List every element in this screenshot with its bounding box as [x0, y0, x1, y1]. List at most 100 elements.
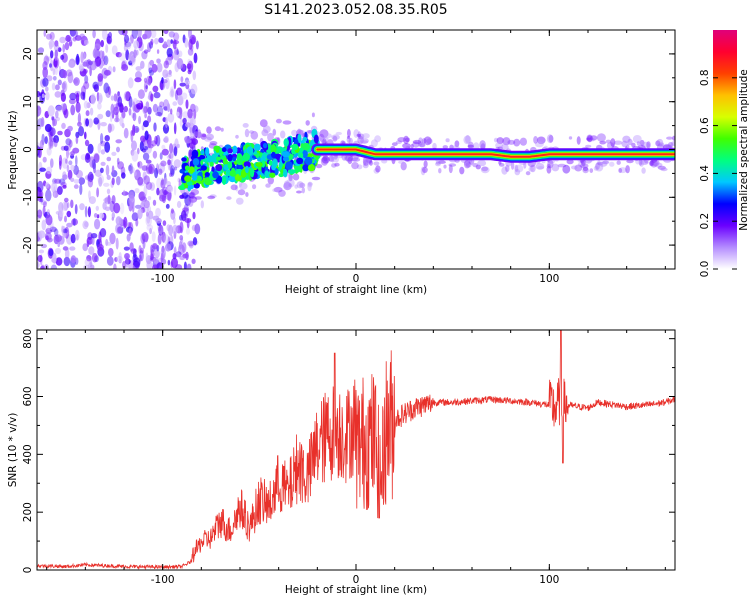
noise-blob	[83, 39, 89, 45]
noise-blob	[181, 92, 188, 100]
halo-blob	[571, 165, 578, 170]
noise-blob	[169, 234, 174, 246]
ridge-blob	[281, 151, 290, 158]
halo-blob	[296, 181, 304, 189]
snr-y-label: SNR (10 * v/v)	[7, 413, 19, 488]
noise-blob	[45, 189, 52, 202]
noise-blob	[131, 212, 139, 222]
noise-blob	[121, 64, 129, 71]
noise-blob	[87, 206, 91, 218]
halo-blob	[350, 154, 359, 162]
noise-blob	[128, 227, 132, 237]
noise-blob	[43, 30, 47, 37]
noise-blob	[45, 86, 49, 92]
halo-blob	[291, 129, 298, 136]
halo-blob	[616, 160, 621, 165]
noise-blob	[142, 120, 149, 128]
noise-blob	[82, 61, 88, 67]
noise-blob	[147, 196, 152, 201]
noise-blob	[119, 116, 124, 127]
halo-blob	[586, 137, 591, 141]
noise-blob	[125, 258, 131, 265]
noise-blob	[180, 210, 187, 222]
ridge-blob	[227, 154, 233, 162]
noise-blob	[137, 30, 142, 38]
noise-blob	[96, 187, 99, 198]
ridge-blob	[200, 160, 204, 166]
ridge-blob	[235, 173, 240, 180]
noise-blob	[156, 58, 161, 64]
ridge-blob	[184, 175, 192, 183]
noise-blob	[138, 245, 142, 254]
halo-blob	[578, 160, 586, 168]
noise-blob	[55, 234, 62, 242]
ridge-blob	[254, 143, 261, 151]
halo-blob	[551, 163, 560, 172]
halo-blob	[654, 162, 663, 168]
noise-blob	[112, 66, 116, 73]
noise-blob	[63, 246, 68, 251]
noise-blob	[105, 238, 109, 247]
noise-blob	[38, 190, 44, 199]
noise-blob	[185, 227, 191, 235]
halo-blob	[497, 146, 504, 150]
noise-blob	[103, 197, 110, 203]
noise-blob	[65, 69, 73, 77]
ridge-blob	[225, 171, 229, 177]
noise-blob	[165, 77, 170, 90]
noise-blob	[73, 165, 79, 176]
noise-blob	[156, 62, 163, 73]
halo-blob	[369, 160, 373, 166]
halo-blob	[373, 168, 380, 174]
x-tick-label: -100	[151, 574, 175, 586]
noise-blob	[143, 77, 147, 83]
noise-blob	[97, 143, 102, 154]
noise-blob	[164, 117, 168, 128]
halo-blob	[445, 138, 450, 143]
noise-blob	[113, 93, 117, 102]
noise-blob	[187, 240, 195, 247]
halo-blob	[351, 162, 359, 170]
halo-blob	[618, 168, 623, 173]
halo-blob	[400, 161, 407, 171]
halo-blob	[356, 164, 363, 170]
noise-blob	[44, 54, 49, 64]
halo-blob	[595, 162, 600, 170]
noise-blob	[84, 205, 88, 218]
halo-blob	[609, 161, 615, 167]
noise-blob	[53, 186, 56, 198]
halo-blob	[465, 162, 472, 168]
noise-blob	[131, 150, 139, 162]
noise-blob	[141, 50, 148, 60]
noise-blob	[192, 70, 197, 81]
x-tick-label: -100	[151, 273, 175, 285]
noise-blob	[189, 132, 195, 138]
halo-blob	[495, 142, 504, 149]
halo-blob	[589, 168, 594, 174]
noise-blob	[83, 81, 90, 90]
halo-blob	[435, 161, 441, 165]
halo-blob	[307, 181, 313, 188]
noise-blob	[75, 170, 83, 179]
noise-blob	[61, 82, 66, 90]
ridge-blob	[227, 161, 233, 169]
halo-blob	[568, 136, 573, 140]
noise-blob	[105, 164, 110, 177]
ridge-blob	[216, 156, 221, 161]
noise-blob	[191, 224, 197, 231]
noise-blob	[175, 90, 178, 101]
noise-blob	[88, 60, 93, 66]
halo-blob	[325, 158, 329, 162]
halo-blob	[288, 173, 293, 182]
noise-blob	[191, 36, 196, 45]
noise-blob	[45, 235, 49, 240]
halo-blob	[353, 129, 360, 138]
noise-blob	[170, 108, 173, 115]
halo-blob	[395, 140, 402, 144]
noise-blob	[100, 133, 104, 145]
noise-blob	[115, 216, 122, 226]
noise-blob	[166, 47, 173, 58]
noise-blob	[89, 107, 94, 116]
halo-blob	[402, 143, 411, 149]
noise-blob	[184, 79, 191, 86]
